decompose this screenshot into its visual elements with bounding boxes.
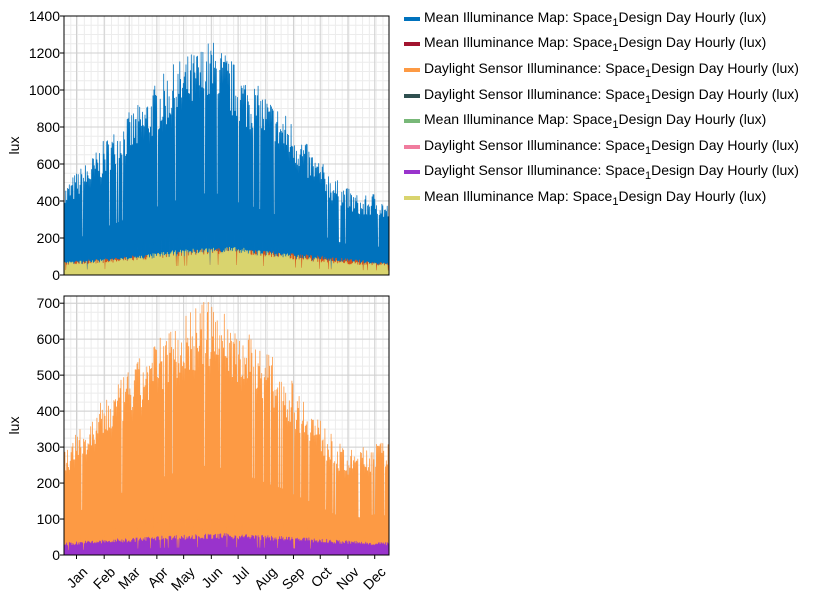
x-tick-label: Sep [279,564,308,593]
legend-item: Mean Illuminance Map: Space1Design Day H… [404,108,799,134]
legend-item: Daylight Sensor Illuminance: Space1Desig… [404,83,799,109]
legend-swatch [404,16,420,21]
legend-item: Daylight Sensor Illuminance: Space1Desig… [404,160,799,186]
y-axis-label: lux [6,417,22,435]
y-tick-label: 1400 [29,8,60,24]
plot-frame [63,295,390,556]
legend-item: Mean Illuminance Map: Space1Design Day H… [404,6,799,32]
legend-label: Mean Illuminance Map: Space1Design Day H… [424,34,767,55]
y-tick-label: 300 [37,439,61,455]
y-tick-label: 200 [37,230,61,246]
legend-swatch [404,195,420,200]
x-tick-label: Dec [360,564,389,593]
y-tick-label: 1200 [29,45,60,61]
series-area [63,246,390,276]
legend-label: Mean Illuminance Map: Space1Design Day H… [424,188,767,208]
y-tick-label: 100 [37,511,61,527]
y-tick-label: 600 [37,156,61,172]
series-area [63,533,390,556]
series-area [63,302,390,556]
y-tick-label: 1000 [29,82,60,98]
y-tick-label: 500 [37,367,61,383]
x-tick-label: Jan [63,564,90,591]
x-tick-label: Mar [115,563,144,592]
y-tick-label: 200 [37,475,61,491]
x-tick-label: Aug [251,564,280,593]
legend-item: Daylight Sensor Illuminance: Space1Desig… [404,57,799,83]
legend-swatch [404,93,420,98]
x-tick-label: Nov [333,564,362,593]
y-tick-label: 0 [52,267,60,283]
mean-illuminance-chart: 0 200 400 600 800 1000 1200 1400 lux [6,8,390,283]
legend-label: Daylight Sensor Illuminance: Space1Desig… [424,60,799,80]
legend-label: Daylight Sensor Illuminance: Space1Desig… [424,136,799,157]
x-tick-label: Oct [308,564,335,591]
legend-label: Mean Illuminance Map: Space1Design Day H… [424,111,767,132]
chart-legend: Mean Illuminance Map: Space1Design Day H… [404,6,799,211]
legend-label: Daylight Sensor Illuminance: Space1Desig… [424,85,799,106]
y-tick-label: 0 [52,547,60,563]
x-tick-label: Apr [144,563,171,590]
y-axis-label: lux [6,137,22,155]
legend-swatch [404,144,420,149]
x-tick-label: Jul [228,564,252,588]
legend-swatch [404,67,420,72]
y-tick-label: 700 [37,295,61,311]
y-tick-label: 400 [37,193,61,209]
legend-item: Mean Illuminance Map: Space1Design Day H… [404,32,799,58]
x-tick-label: Feb [90,564,119,593]
legend-item: Mean Illuminance Map: Space1Design Day H… [404,185,799,211]
legend-swatch [404,170,420,175]
y-tick-label: 600 [37,331,61,347]
legend-label: Daylight Sensor Illuminance: Space1Desig… [424,162,799,183]
x-tick-label: May [168,564,198,594]
plot-frame [63,15,390,276]
legend-item: Daylight Sensor Illuminance: Space1Desig… [404,134,799,160]
x-tick-label: Jun [198,564,225,591]
legend-swatch [404,119,420,124]
legend-label: Mean Illuminance Map: Space1Design Day H… [424,8,767,29]
series-area [63,42,390,276]
y-tick-label: 400 [37,403,61,419]
legend-swatch [404,42,420,47]
y-tick-label: 800 [37,119,61,135]
